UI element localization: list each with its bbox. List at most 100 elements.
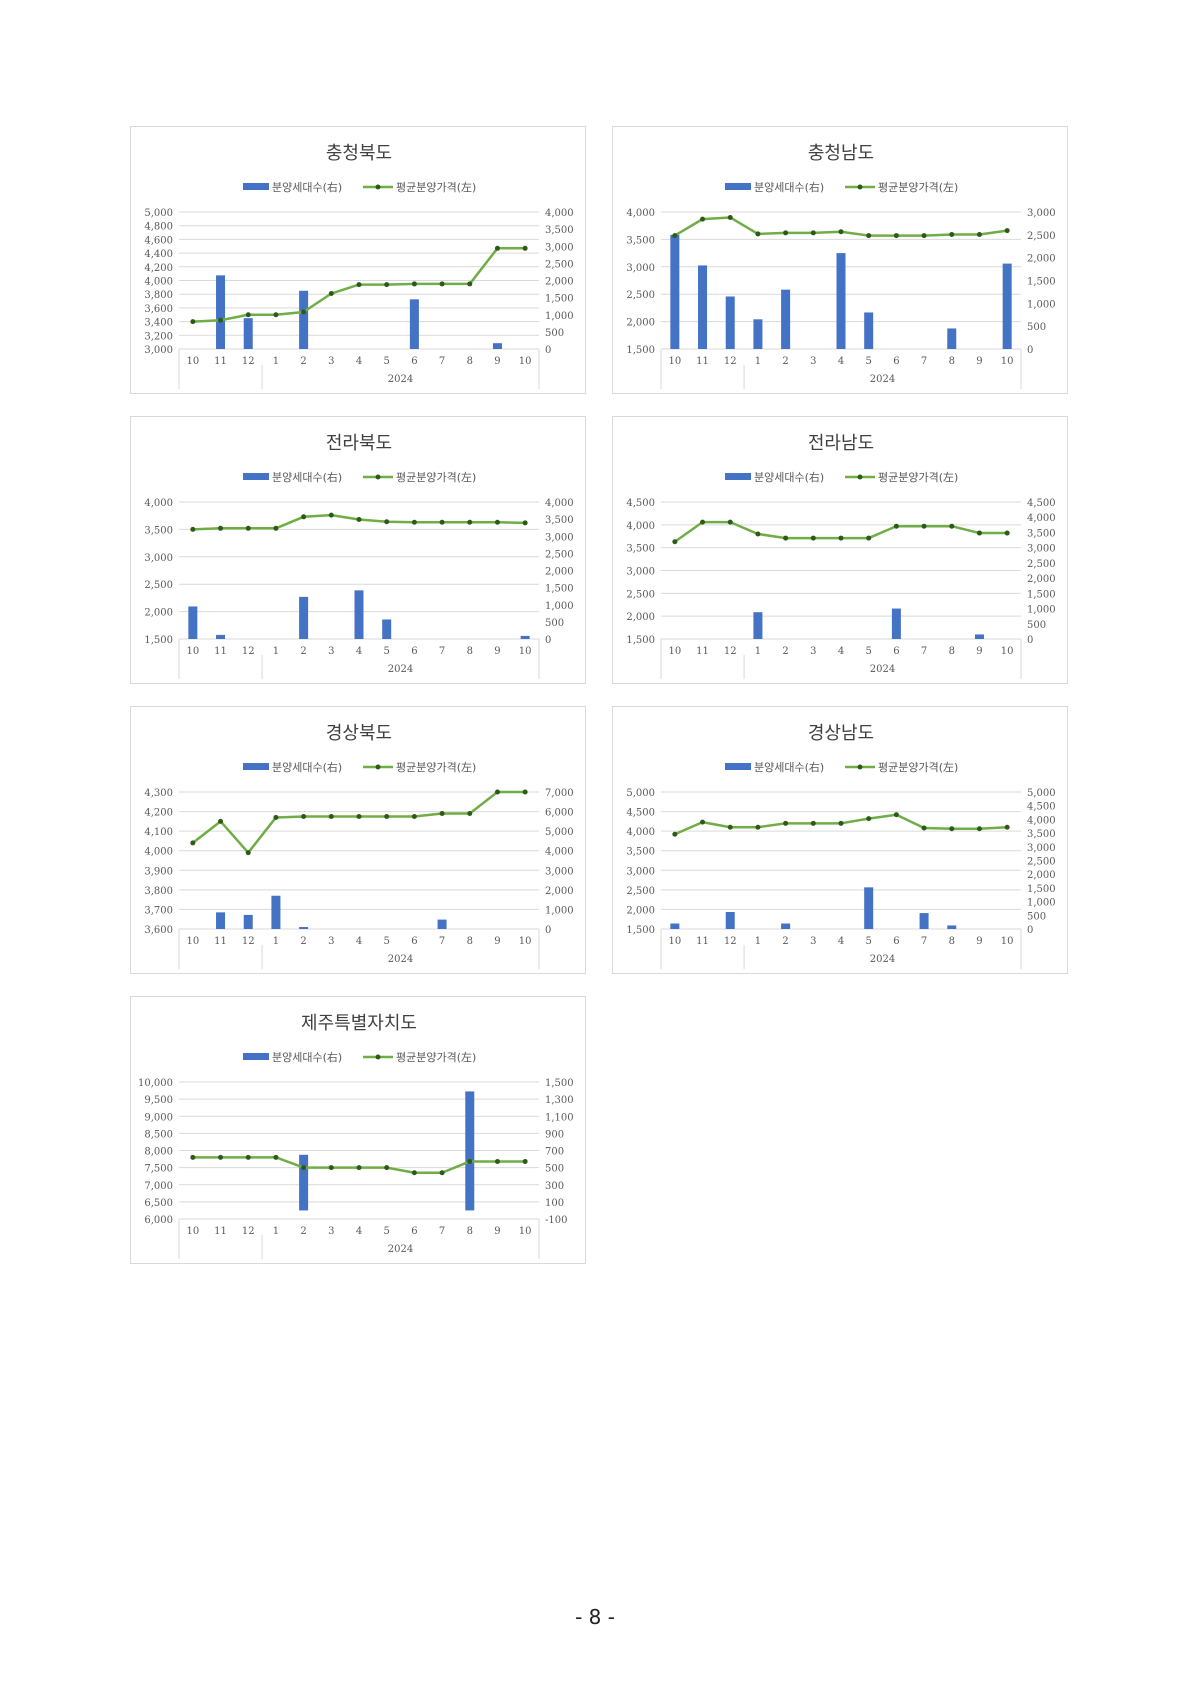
right-tick-label: 2,000 xyxy=(1027,254,1056,265)
left-tick-label: 9,000 xyxy=(144,1112,173,1123)
left-tick-label: 4,200 xyxy=(144,808,173,819)
right-tick-label: 3,000 xyxy=(545,242,574,253)
x-tick-label: 3 xyxy=(328,1226,334,1237)
line-point xyxy=(921,233,927,239)
chart-panel: 전라북도 분양세대수(右) 평균분양가격(左) 1,500 2,000 2,500 3,00… xyxy=(130,416,586,684)
line-point xyxy=(949,523,955,529)
left-tick-label: 5,000 xyxy=(144,208,173,219)
line-point xyxy=(522,520,528,526)
left-tick-label: 3,800 xyxy=(144,290,173,301)
year-label: 2024 xyxy=(388,664,413,675)
line-point xyxy=(190,526,196,532)
chart-panel: 경상북도 분양세대수(右) 평균분양가격(左) 3,600 3,700 3,800 3,90… xyxy=(130,706,586,974)
bar xyxy=(216,634,226,639)
bar xyxy=(299,1154,309,1211)
line-point xyxy=(356,282,362,288)
left-tick-label: 7,000 xyxy=(144,1181,173,1192)
line-point xyxy=(755,231,761,237)
x-tick-label: 4 xyxy=(838,936,844,947)
x-tick-label: 7 xyxy=(439,356,445,367)
left-tick-label: 4,200 xyxy=(144,263,173,274)
line-point xyxy=(494,1158,500,1164)
x-tick-label: 5 xyxy=(384,356,390,367)
line-point xyxy=(273,1154,279,1160)
right-tick-label: 1,500 xyxy=(1027,589,1056,600)
left-tick-label: 10,000 xyxy=(138,1078,173,1089)
line-point xyxy=(190,840,196,846)
line-point xyxy=(893,233,899,239)
chart-title: 전라북도 xyxy=(326,433,392,454)
line-point xyxy=(245,850,251,856)
right-tick-label: 1,500 xyxy=(545,294,574,305)
chart-legend: 분양세대수(右) 평균분양가격(左) xyxy=(243,180,476,194)
left-tick-label: 4,000 xyxy=(144,277,173,288)
left-tick-label: 3,800 xyxy=(144,886,173,897)
x-tick-label: 8 xyxy=(467,356,473,367)
right-tick-label: 0 xyxy=(545,925,551,936)
line-point xyxy=(218,317,224,323)
bar xyxy=(299,596,309,639)
right-tick-label: 1,000 xyxy=(545,311,574,322)
left-tick-label: 2,000 xyxy=(626,318,655,329)
x-tick-label: 4 xyxy=(838,646,844,657)
left-tick-label: 4,500 xyxy=(626,808,655,819)
right-tick-label: 500 xyxy=(545,328,564,339)
right-tick-label: 3,000 xyxy=(1027,544,1056,555)
right-tick-label: 2,000 xyxy=(545,567,574,578)
line-point xyxy=(356,813,362,819)
x-tick-label: 10 xyxy=(519,936,532,947)
x-tick-label: 1 xyxy=(273,646,279,657)
x-tick-label: 6 xyxy=(411,356,417,367)
left-tick-label: 3,000 xyxy=(144,553,173,564)
line-point xyxy=(301,1165,307,1171)
line-point xyxy=(893,812,899,818)
line-point xyxy=(494,245,500,251)
x-tick-label: 9 xyxy=(976,356,982,367)
line-point xyxy=(893,523,899,529)
bar xyxy=(698,265,708,349)
x-tick-label: 12 xyxy=(724,646,737,657)
right-tick-label: 7,000 xyxy=(545,788,574,799)
left-tick-label: 3,200 xyxy=(144,331,173,342)
line-point xyxy=(411,1170,417,1176)
line-point xyxy=(522,789,528,795)
line-point xyxy=(838,229,844,235)
left-tick-label: 2,500 xyxy=(626,886,655,897)
bar xyxy=(670,234,680,349)
legend-bar-label: 분양세대수(右) xyxy=(754,760,824,774)
x-tick-label: 10 xyxy=(519,1226,532,1237)
x-tick-label: 5 xyxy=(384,646,390,657)
x-tick-label: 5 xyxy=(384,1226,390,1237)
line-point xyxy=(727,519,733,525)
x-tick-label: 10 xyxy=(186,1226,199,1237)
bar xyxy=(781,923,791,929)
x-tick-label: 8 xyxy=(949,936,955,947)
bar xyxy=(437,919,447,929)
line-point xyxy=(328,1165,334,1171)
line-point xyxy=(976,231,982,237)
x-tick-label: 9 xyxy=(976,646,982,657)
year-label: 2024 xyxy=(870,954,895,965)
chart-title: 제주특별자치도 xyxy=(301,1013,417,1034)
right-tick-label: 3,000 xyxy=(545,866,574,877)
left-tick-label: 2,500 xyxy=(144,580,173,591)
x-tick-label: 7 xyxy=(921,356,927,367)
x-tick-label: 7 xyxy=(439,646,445,657)
chart-title: 충청남도 xyxy=(808,143,874,164)
x-tick-label: 3 xyxy=(810,356,816,367)
line-point xyxy=(245,525,251,531)
left-tick-label: 3,000 xyxy=(626,567,655,578)
x-tick-label: 9 xyxy=(494,1226,500,1237)
right-tick-label: 3,000 xyxy=(545,532,574,543)
chart-title: 경상북도 xyxy=(326,723,392,744)
right-tick-label: 2,000 xyxy=(1027,574,1056,585)
x-tick-label: 4 xyxy=(356,356,362,367)
x-tick-label: 10 xyxy=(668,936,681,947)
left-tick-label: 1,500 xyxy=(626,635,655,646)
year-label: 2024 xyxy=(388,954,413,965)
left-tick-label: 6,500 xyxy=(144,1198,173,1209)
chart-legend: 분양세대수(右) 평균분양가격(左) xyxy=(725,180,958,194)
line-point xyxy=(700,819,706,825)
bar xyxy=(299,927,309,929)
